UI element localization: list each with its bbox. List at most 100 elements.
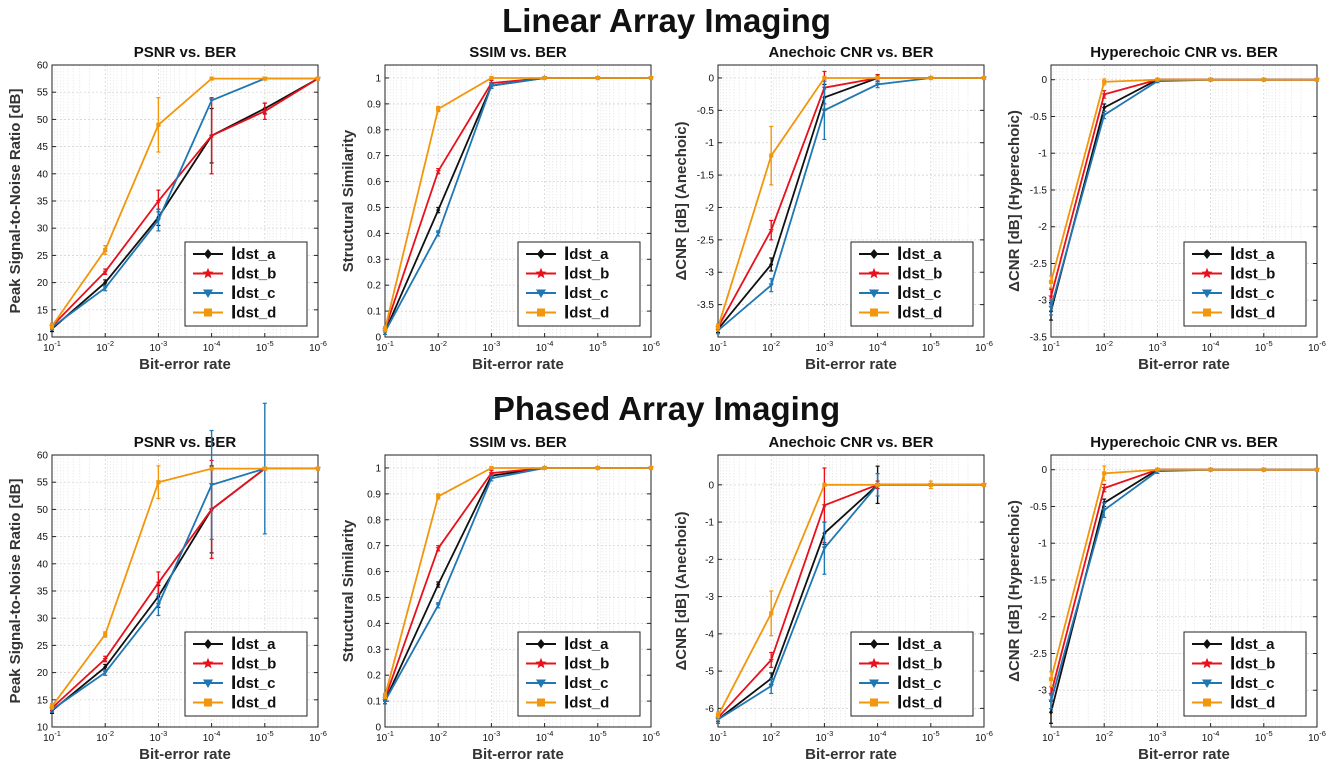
legend-entry-dst_b: Idst_b: [859, 654, 942, 675]
y-tick-label: 30: [37, 614, 49, 625]
data-point: [821, 546, 827, 551]
series-line: [51, 77, 319, 330]
data-point: [435, 545, 441, 551]
x-tick-label: 10-4: [1202, 339, 1220, 354]
data-point: [821, 108, 827, 113]
x-tick-label: 10-2: [429, 339, 447, 354]
data-point: [382, 693, 388, 698]
legend-label: Idst_c: [231, 673, 275, 694]
chart-linear-hyperechoic: -3.5 -3 -2.5 -2 -1.5 -1 -0.5 0 10-1 10-2 10-3 10-4 1…: [999, 0, 1332, 375]
x-tick-label: 10-2: [429, 729, 447, 744]
x-tick-label: 10-3: [1149, 729, 1167, 744]
data-point: [262, 108, 268, 114]
data-point: [49, 704, 55, 709]
y-tick-label: -0.5: [697, 106, 715, 117]
x-tick-label: 10-4: [536, 339, 554, 354]
legend-label: Idst_d: [897, 303, 942, 324]
legend-entry-dst_a: Idst_a: [526, 634, 609, 655]
chart-phased-psnr: 10 15 20 25 30 35 40 45 50 55 60 10-1 10-2 10-3 10-4 10…: [0, 390, 333, 765]
y-tick-label: -1.5: [1030, 185, 1048, 196]
legend-entry-dst_d: Idst_d: [193, 303, 276, 324]
legend-entry-dst_a: Idst_a: [1192, 634, 1275, 655]
legend-entry-dst_d: Idst_d: [1192, 303, 1275, 324]
y-tick-label: -2: [1038, 612, 1047, 623]
x-axis-label: Bit-error rate: [472, 356, 564, 373]
legend-marker: [869, 679, 879, 688]
x-tick-label: 10-6: [309, 729, 327, 744]
legend-marker: [868, 657, 880, 669]
data-point: [435, 231, 441, 236]
series-dst_d: [49, 465, 321, 710]
y-axis-label: ΔCNR [dB] (Anechoic): [673, 511, 690, 670]
legend-entry-dst_c: Idst_c: [1192, 283, 1274, 304]
data-point: [981, 482, 987, 487]
x-tick-label: 10-5: [1255, 339, 1273, 354]
series-dst_d: [715, 480, 987, 721]
legend-entry-dst_c: Idst_c: [526, 283, 608, 304]
axes-box: [1050, 64, 1318, 338]
legend-entry-dst_a: Idst_a: [859, 244, 942, 265]
data-point: [542, 75, 547, 81]
y-tick-label: 0: [375, 723, 381, 734]
y-tick-label: -1: [705, 518, 714, 529]
legend-entry-dst_c: Idst_c: [859, 283, 941, 304]
y-tick-label: 50: [37, 505, 49, 516]
grid: [1050, 65, 1318, 338]
data-point: [1101, 113, 1107, 118]
data-point: [262, 466, 267, 471]
legend-marker: [870, 698, 878, 707]
series-dst_d: [1048, 465, 1320, 688]
chart-title: PSNR vs. BER: [134, 434, 237, 451]
data-point: [1048, 699, 1054, 704]
x-axis-label: Bit-error rate: [472, 746, 564, 763]
legend-entry-dst_b: Idst_b: [1192, 264, 1275, 285]
y-tick-label: 0.6: [367, 567, 381, 578]
y-tick-label: 15: [37, 305, 49, 316]
legend-entry-dst_c: Idst_c: [1192, 673, 1274, 694]
data-point: [488, 476, 494, 481]
data-point: [382, 699, 388, 704]
series-line: [384, 467, 651, 697]
y-tick-label: -3.5: [697, 300, 715, 311]
legend-marker: [536, 289, 546, 298]
data-point: [981, 75, 987, 81]
chart-title: SSIM vs. BER: [469, 44, 567, 61]
x-tick-label: 10-4: [869, 729, 887, 744]
data-point: [488, 470, 495, 476]
legend-label: Idst_b: [231, 264, 276, 285]
x-tick-label: 10-5: [922, 339, 940, 354]
legend-label: Idst_a: [231, 244, 276, 265]
x-tick-label: 10-5: [589, 729, 607, 744]
data-point: [208, 132, 215, 139]
x-tick-label: 10-5: [922, 729, 940, 744]
x-tick-label: 10-2: [762, 339, 780, 354]
legend-marker: [204, 639, 212, 649]
data-point: [103, 247, 108, 253]
x-tick-label: 10-5: [589, 339, 607, 354]
y-tick-label: 20: [37, 668, 49, 679]
legend-entry-dst_d: Idst_d: [859, 303, 942, 324]
chart-title: Anechoic CNR vs. BER: [768, 434, 933, 451]
data-point: [102, 670, 108, 676]
y-tick-label: -0.5: [1030, 502, 1048, 513]
x-tick-label: 10-2: [96, 729, 114, 744]
chart-phased-hyperechoic: -3 -2.5 -2 -1.5 -1 -0.5 0 10-1 10-2 10-3 10-4 10-5 1…: [999, 390, 1332, 765]
data-point: [1101, 508, 1107, 513]
chart-svg: 0 0.1 0.2 0.3 0.4 0.5 0.6 0.7 0.8 0.9 1 10-1 10-2 10-…: [340, 434, 660, 763]
series-line: [51, 77, 318, 327]
y-tick-label: 40: [37, 169, 49, 180]
series-dst_d: [382, 465, 654, 700]
y-tick-label: 30: [37, 224, 49, 235]
chart-svg: -6 -5 -4 -3 -2 -1 0 10-1 10-2 10-3 10-4 10-5 10-6 Ane…: [673, 434, 993, 763]
y-tick-label: 35: [37, 197, 49, 208]
legend-label: Idst_a: [564, 634, 609, 655]
y-tick-label: -1.5: [1030, 575, 1048, 586]
legend-entry-dst_c: Idst_c: [193, 673, 275, 694]
data-point: [1314, 467, 1320, 472]
data-point: [769, 261, 774, 268]
legend-entry-dst_b: Idst_b: [859, 264, 942, 285]
y-tick-label: 0.8: [367, 515, 381, 526]
legend-entry-dst_a: Idst_a: [193, 244, 276, 265]
x-tick-label: 10-5: [1255, 729, 1273, 744]
